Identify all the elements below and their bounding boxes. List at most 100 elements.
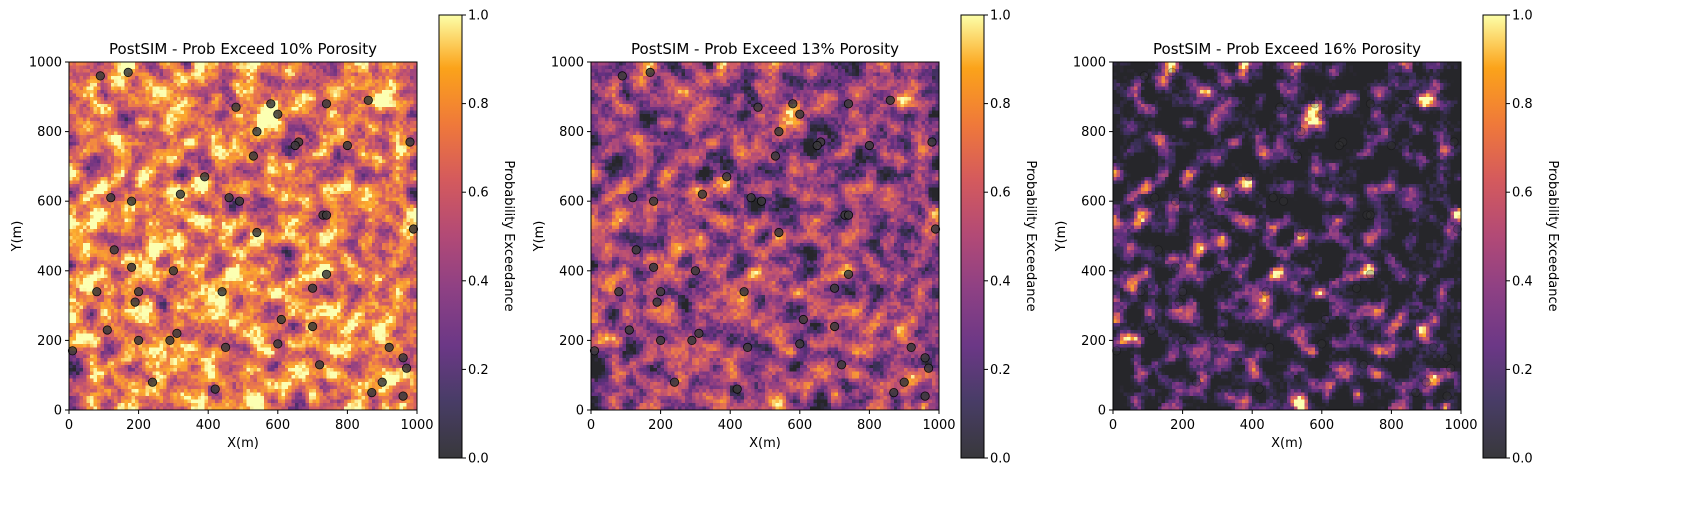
well-marker [774,127,784,137]
well-marker [384,342,394,352]
well-marker [753,102,763,112]
panel-2-ylabel: Y(m) [532,221,547,253]
well-marker [697,189,708,199]
panel-2-x-axis: 0 200 400 600 800 1000 [587,410,956,433]
panel-1-colorbar-tick: 0.8 [468,97,489,112]
well-marker [631,245,641,255]
well-marker [367,387,377,398]
well-marker [1317,339,1327,349]
panel-2-colorbar-tick: 0.2 [990,363,1011,378]
panel-1-xtick-label: 600 [265,418,290,433]
well-marker [1359,360,1369,370]
well-marker [273,339,283,349]
panel-1-colorbar-tick: 0.0 [468,452,489,467]
panel-3-xtick-label: 600 [1309,418,1334,433]
well-marker [669,377,680,387]
well-marker [795,339,805,349]
well-marker [276,314,286,325]
well-marker [829,321,840,332]
well-marker [1365,269,1376,279]
well-marker [401,363,412,373]
well-marker [234,196,245,206]
well-marker [1268,193,1278,203]
well-marker [690,266,701,276]
well-marker [628,193,638,203]
well-marker [273,109,283,119]
well-marker [589,346,600,356]
panel-1-colorbar-tick: 0.6 [468,186,489,201]
panel-2-ytick-label: 800 [559,125,584,140]
well-marker [648,262,659,272]
well-marker [1150,193,1160,203]
panel-3-ytick-label: 600 [1081,195,1106,210]
well-marker [1275,102,1285,112]
panel-3-colorbar-tick: 0.2 [1512,363,1533,378]
well-marker [248,151,258,161]
panel-3-probability-map [1113,62,1461,410]
well-marker [1320,314,1330,325]
panel-2-plot-frame [590,61,940,411]
well-marker [843,269,854,279]
well-marker [1111,346,1122,356]
panel-1-xtick-label: 1000 [400,418,433,433]
well-marker [1174,297,1184,307]
well-marker [1167,67,1177,78]
panel-2-ytick-label: 0 [576,404,584,419]
well-marker [1244,172,1254,182]
panel-1: PostSIM - Prob Exceed 10% Porosity 0 200… [10,9,516,467]
well-marker [1421,377,1431,387]
panel-3-xtick-label: 1000 [1444,418,1477,433]
panel-1-ytick-label: 0 [54,404,62,419]
panel-3-colorbar-tick: 0.0 [1512,452,1533,467]
well-marker [694,328,704,338]
panel-3-ytick-label: 200 [1081,334,1106,349]
well-marker [1212,266,1223,276]
well-marker [224,193,234,203]
panel-2-colorbar-tick: 0.0 [990,452,1011,467]
well-marker [1209,335,1219,345]
well-marker [1365,210,1376,220]
well-marker [864,140,875,151]
well-marker [102,325,112,335]
panel-2-colorbar-label: Probability Exceedance [1023,160,1038,311]
well-marker [1352,321,1362,332]
well-marker [398,391,408,401]
well-marker [1386,140,1397,151]
panel-1-colorbar-label: Probability Exceedance [501,160,516,311]
well-marker [889,387,899,398]
well-marker [1452,224,1463,234]
panel-1-title: PostSIM - Prob Exceed 10% Porosity [109,40,377,58]
well-marker [165,335,175,345]
well-marker [614,287,624,297]
well-marker [1178,335,1188,345]
well-marker [1171,196,1181,206]
well-marker [1334,140,1344,151]
well-marker [655,287,666,297]
well-marker [1411,387,1421,398]
well-marker [175,189,185,199]
well-marker [321,269,332,279]
panel-1-probability-map [69,62,417,410]
well-marker [217,287,227,297]
well-marker [172,328,182,338]
panel-2-y-axis: 0 200 400 600 800 1000 [551,56,591,419]
well-marker [200,172,210,182]
well-marker [127,262,137,272]
panel-1-xtick-label: 0 [65,418,73,433]
well-marker [1449,137,1459,147]
well-marker [127,196,137,206]
well-marker [756,196,767,206]
panel-3-y-axis: 0 200 400 600 800 1000 [1073,56,1113,419]
well-marker [732,384,742,394]
panel-1-y-axis: 0 200 400 600 800 1000 [29,56,69,419]
well-marker [1136,287,1146,297]
well-marker [739,287,749,297]
well-marker [408,224,419,234]
panel-3-ytick-label: 800 [1081,125,1106,140]
panel-1-plot-frame [68,61,418,411]
panel-1-xtick-label: 800 [335,418,360,433]
well-marker [252,227,262,238]
well-marker [147,377,158,387]
well-marker [923,363,934,373]
